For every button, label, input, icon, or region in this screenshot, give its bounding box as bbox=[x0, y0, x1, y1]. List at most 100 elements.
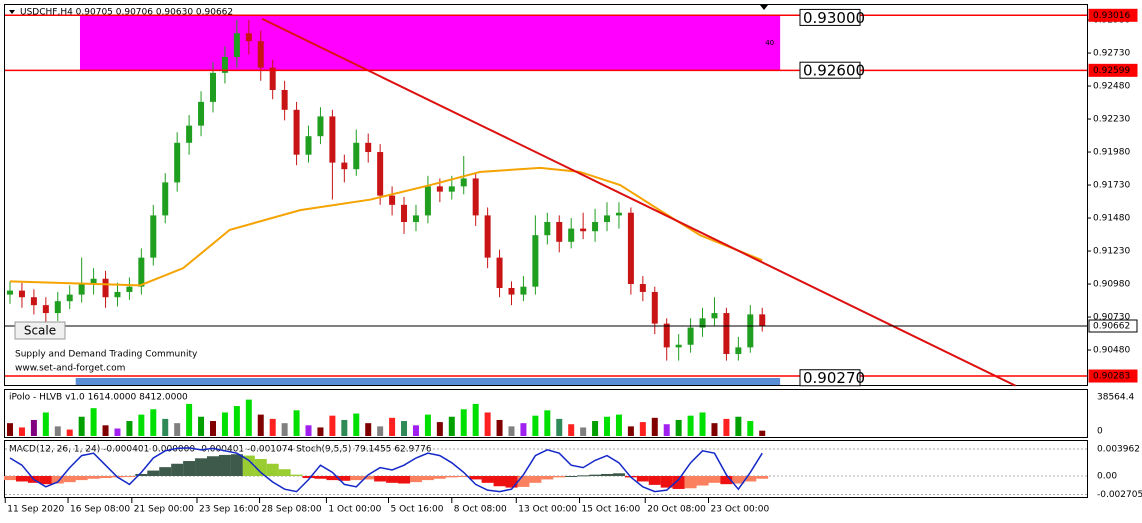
candle-body bbox=[186, 125, 193, 143]
volume-bar bbox=[7, 423, 14, 436]
candle-body bbox=[436, 186, 443, 192]
x-tick-label: 28 Sep 08:00 bbox=[262, 505, 322, 515]
candle-body bbox=[615, 212, 622, 216]
x-tick-label: 21 Sep 00:00 bbox=[134, 505, 194, 515]
volume-bar bbox=[233, 406, 240, 436]
candle-body bbox=[675, 344, 682, 348]
candle-body bbox=[329, 116, 336, 163]
candle-body bbox=[401, 204, 408, 222]
volume-bar bbox=[723, 418, 730, 436]
volume-bar bbox=[365, 423, 372, 436]
volume-bar bbox=[257, 414, 264, 436]
volume-bar bbox=[18, 427, 25, 436]
annotation-box bbox=[799, 369, 861, 387]
macd-bar bbox=[206, 456, 219, 477]
macd-bar bbox=[612, 473, 625, 477]
candle-body bbox=[472, 178, 479, 216]
volume-bar bbox=[592, 421, 599, 436]
macd-bar bbox=[517, 476, 530, 487]
macd-bar bbox=[433, 476, 446, 479]
macd-bar bbox=[720, 476, 733, 485]
volume-bar bbox=[639, 422, 646, 436]
candle-body bbox=[735, 347, 742, 354]
candle-body bbox=[233, 33, 240, 58]
chart-title: USDCHF,H4 0.90705 0.90706 0.90630 0.9066… bbox=[20, 8, 233, 18]
macd-bar bbox=[87, 476, 100, 479]
macd-bar bbox=[278, 469, 291, 477]
macd-bar bbox=[409, 476, 422, 483]
macd-bar bbox=[445, 476, 458, 478]
x-tick-label: 23 Sep 16:00 bbox=[199, 505, 259, 515]
watermark: www.set-and-forget.com bbox=[15, 364, 125, 374]
shift-marker bbox=[760, 5, 768, 10]
candle-body bbox=[580, 228, 587, 232]
volume-bar bbox=[460, 409, 467, 436]
moving-average bbox=[9, 166, 763, 287]
volume-bar bbox=[293, 410, 300, 436]
macd-bar bbox=[39, 476, 52, 485]
candle-body bbox=[174, 142, 181, 183]
y-tick-label: 0.90730 bbox=[1093, 313, 1130, 323]
scale-button[interactable] bbox=[14, 321, 66, 340]
candle-body bbox=[257, 41, 264, 68]
candle-body bbox=[412, 215, 419, 222]
macd-bar bbox=[648, 476, 661, 485]
volume-bar bbox=[377, 426, 384, 436]
macd-bar bbox=[302, 476, 315, 479]
level-tag bbox=[1088, 319, 1138, 333]
volume-bar bbox=[735, 416, 742, 436]
volume-frame bbox=[4, 389, 1088, 438]
candle-body bbox=[341, 162, 348, 170]
volume-bar bbox=[114, 428, 121, 436]
candle-body bbox=[66, 294, 73, 302]
macd-bar bbox=[326, 476, 339, 481]
candle-body bbox=[389, 195, 396, 205]
volume-bar bbox=[472, 403, 479, 436]
candle-body bbox=[7, 290, 14, 295]
y-tick-label: 0.90480 bbox=[1093, 346, 1130, 356]
level-tag bbox=[1088, 63, 1138, 77]
y-tick-label: 0.90980 bbox=[1093, 280, 1130, 290]
candle-body bbox=[54, 301, 61, 314]
volume-bar bbox=[520, 423, 527, 436]
macd-bar bbox=[481, 476, 494, 483]
annotation-label: 0.92600 bbox=[803, 62, 865, 80]
level-label: 0.92599 bbox=[1093, 66, 1130, 76]
level-label: 0.90662 bbox=[1093, 322, 1130, 332]
candle-body bbox=[460, 178, 467, 187]
macd-bar bbox=[15, 476, 28, 482]
candle-body bbox=[102, 278, 109, 298]
macd-bar bbox=[362, 476, 375, 480]
volume-bar bbox=[580, 427, 587, 436]
volume-bar bbox=[162, 418, 169, 436]
volume-bar bbox=[102, 425, 109, 436]
macd-bar bbox=[135, 473, 148, 477]
macd-bar bbox=[636, 476, 649, 482]
candle-body bbox=[150, 215, 157, 258]
candle-body bbox=[723, 313, 730, 354]
candle-body bbox=[532, 235, 539, 287]
candle-body bbox=[18, 290, 25, 298]
volume-bar bbox=[532, 415, 539, 436]
macd-bar bbox=[505, 476, 518, 488]
macd-bar bbox=[601, 473, 614, 477]
candle-body bbox=[138, 257, 145, 287]
macd-bar bbox=[4, 476, 17, 481]
macd-bar bbox=[51, 476, 64, 484]
macd-bar bbox=[457, 476, 470, 478]
macd-tick-label: 0.003962 bbox=[1097, 445, 1140, 455]
x-tick-label: 23 Oct 00:00 bbox=[711, 505, 770, 515]
y-tick-label: 0.92730 bbox=[1093, 49, 1130, 59]
macd-bar bbox=[744, 476, 757, 482]
candle-body bbox=[520, 286, 527, 295]
macd-bar bbox=[171, 463, 184, 477]
candle-body bbox=[114, 291, 121, 298]
y-tick-label: 0.92230 bbox=[1093, 115, 1130, 125]
volume-bar bbox=[484, 412, 491, 436]
volume-bar bbox=[556, 418, 563, 436]
macd-bar bbox=[565, 476, 578, 478]
x-tick-label: 8 Oct 08:00 bbox=[454, 505, 507, 515]
x-tick-label: 11 Sep 2020 bbox=[7, 505, 64, 515]
candle-body bbox=[496, 257, 503, 288]
macd-bar bbox=[577, 475, 590, 477]
